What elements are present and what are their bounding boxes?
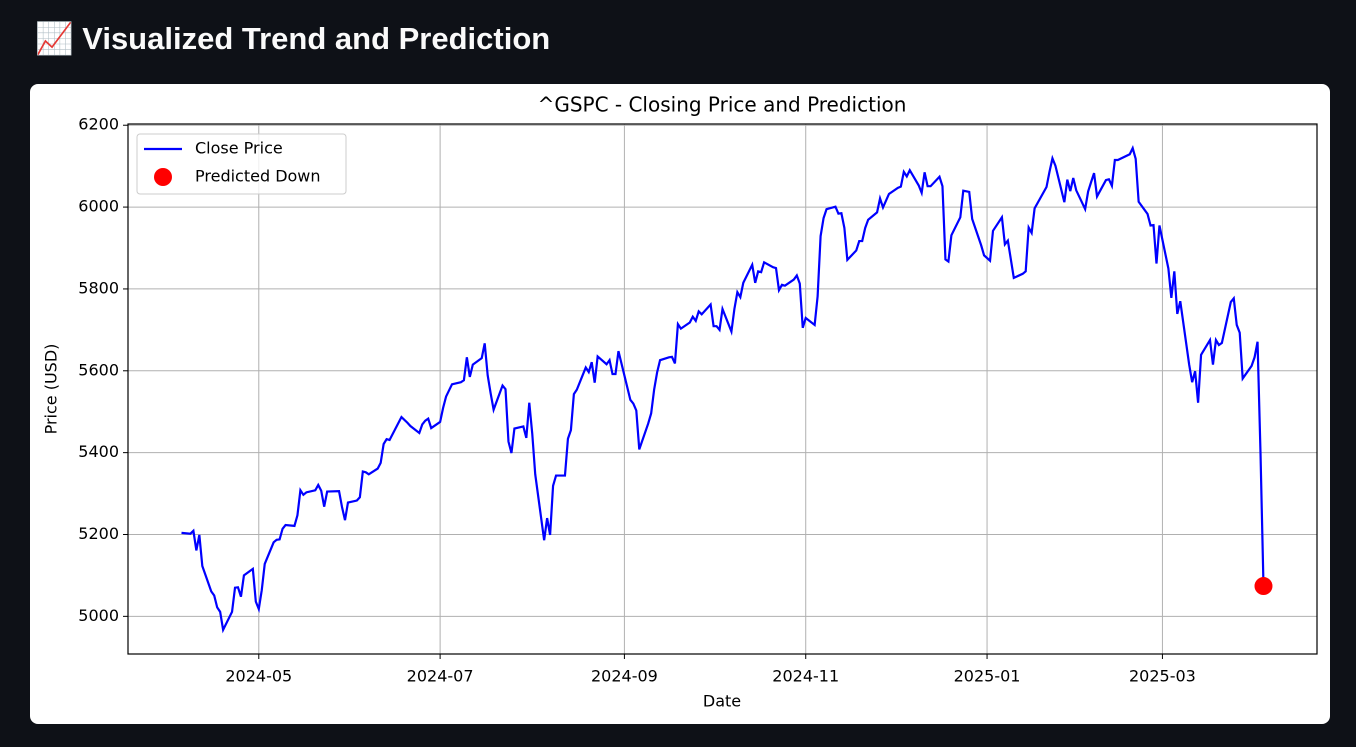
x-axis-label: Date (703, 692, 741, 711)
x-tick-label: 2024-11 (772, 667, 839, 686)
y-tick-label: 5600 (78, 360, 119, 379)
page-title: 📈 Visualized Trend and Prediction (35, 21, 551, 56)
legend-box (136, 133, 347, 195)
x-tick-label: 2024-05 (225, 667, 292, 686)
y-axis-label: Price (USD) (42, 344, 61, 435)
y-tick-label: 6000 (78, 197, 119, 216)
y-tick-label: 5000 (78, 606, 119, 625)
plot-frame (127, 123, 1318, 655)
chart-title: ^GSPC - Closing Price and Prediction (538, 93, 907, 117)
legend-swatch (154, 168, 172, 186)
prediction-point (1254, 577, 1273, 596)
legend-label: Predicted Down (195, 167, 321, 186)
y-tick-label: 5800 (78, 278, 119, 297)
x-tick-label: 2024-09 (591, 667, 658, 686)
x-tick-label: 2025-03 (1129, 667, 1196, 686)
x-tick-label: 2025-01 (954, 667, 1021, 686)
legend-label: Close Price (195, 139, 283, 158)
y-tick-label: 5400 (78, 442, 119, 461)
y-tick-label: 5200 (78, 524, 119, 543)
price-line (181, 145, 1265, 634)
y-tick-label: 6200 (78, 115, 119, 134)
x-tick-label: 2024-07 (407, 667, 474, 686)
